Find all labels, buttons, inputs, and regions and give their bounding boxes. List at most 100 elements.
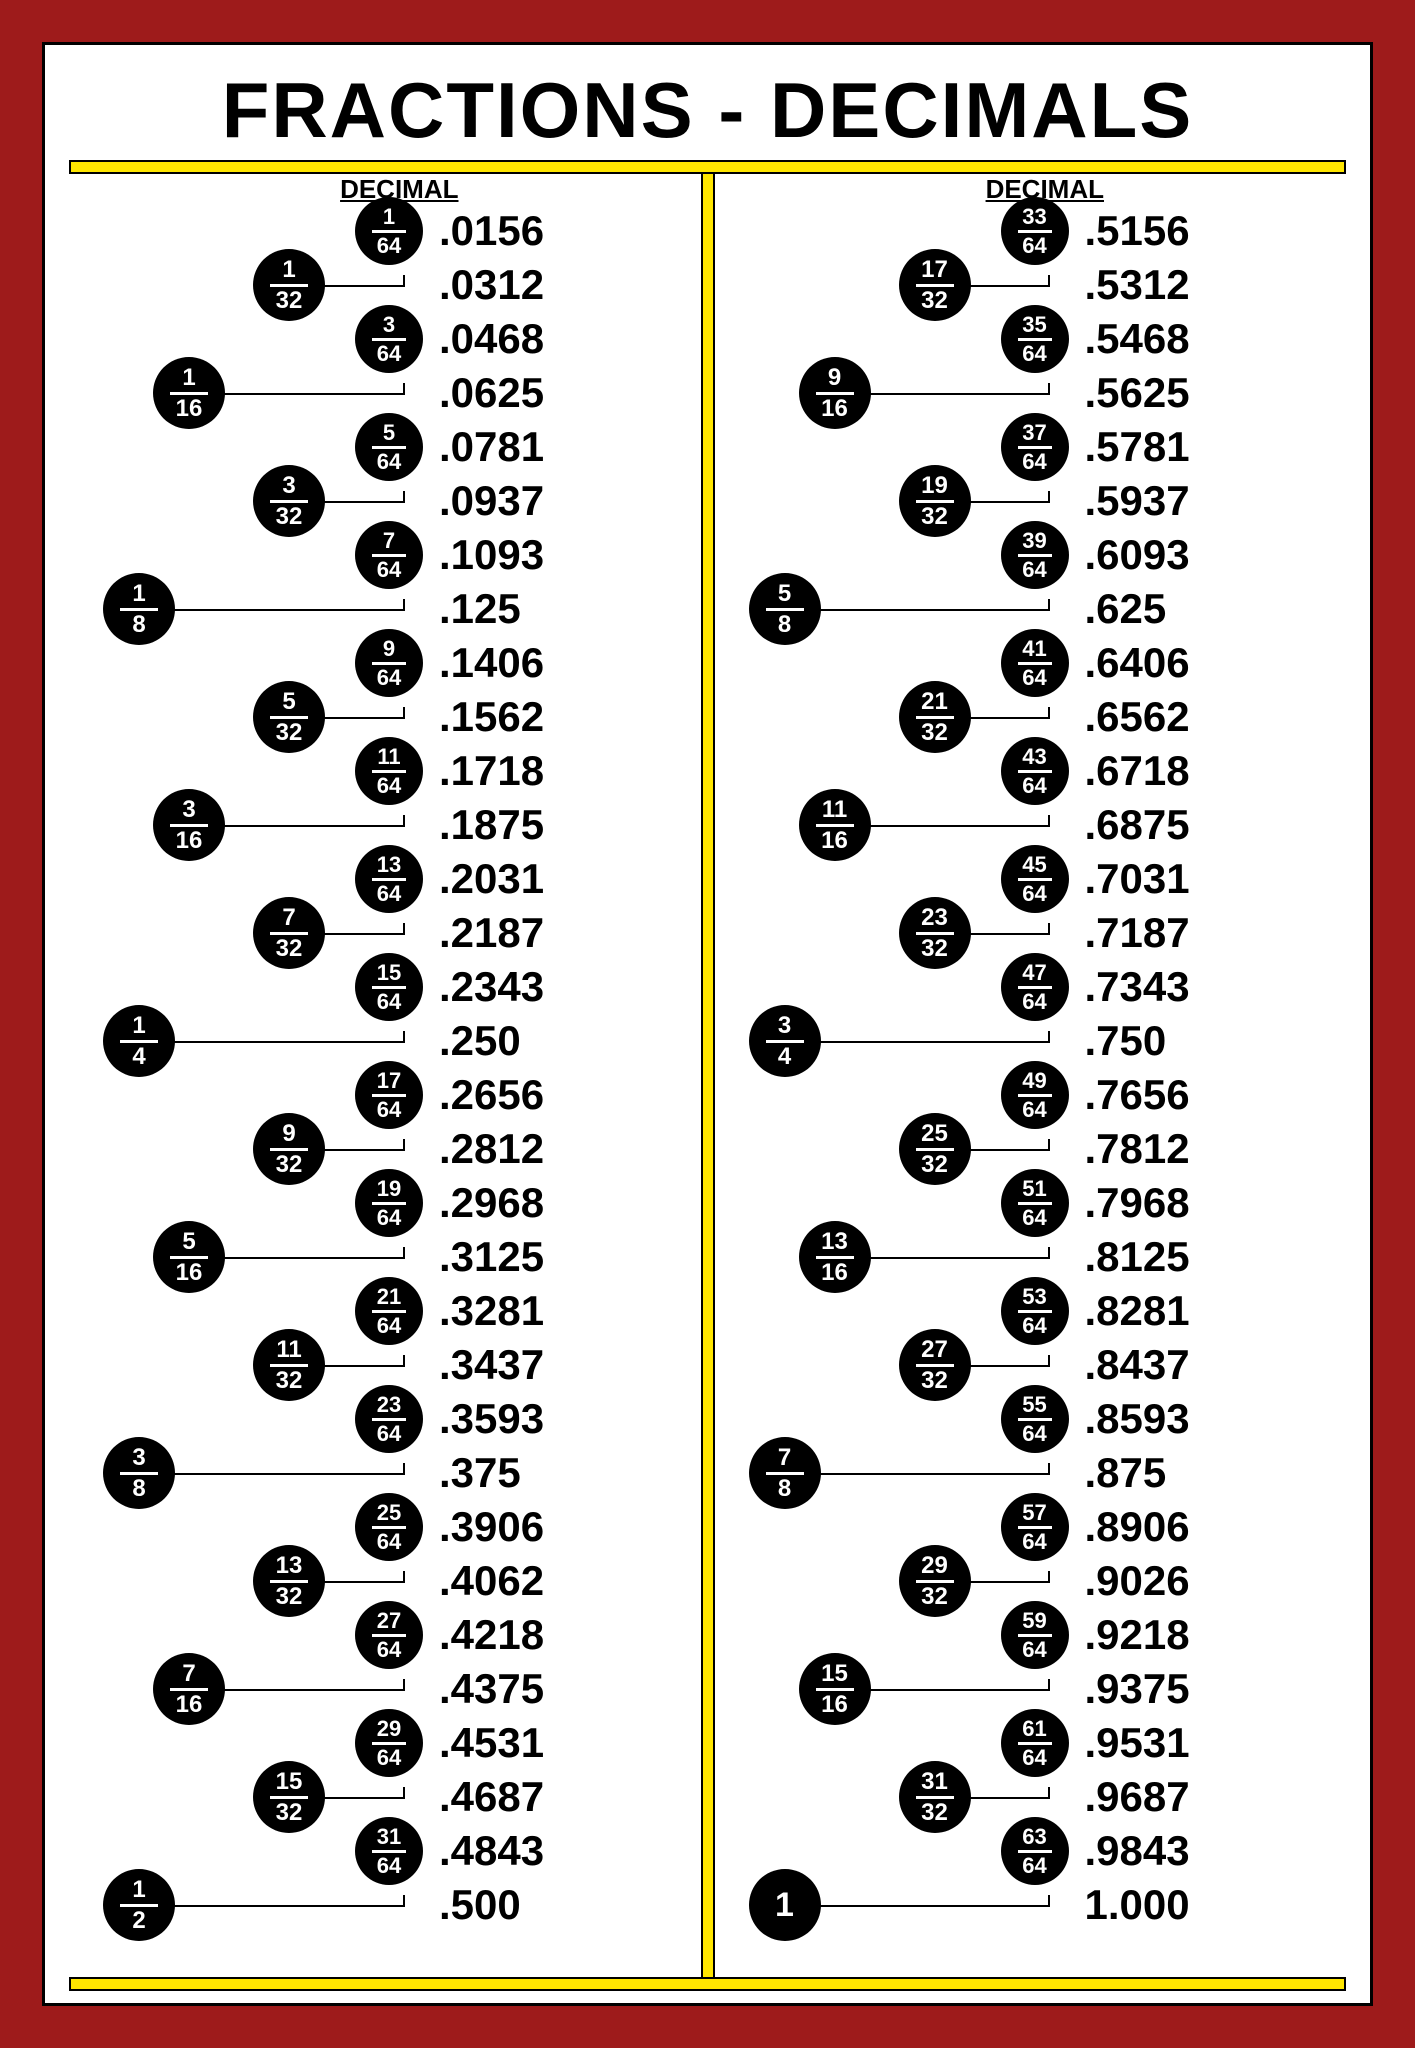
fraction-bubble: 1332 [253, 1545, 325, 1617]
fraction-row: 14.250 [69, 1014, 701, 1068]
fraction-row: 38.375 [69, 1446, 701, 1500]
decimal-value: .250 [439, 1017, 521, 1065]
fraction-denominator: 64 [377, 775, 401, 797]
decimal-value: .5312 [1085, 261, 1190, 309]
fraction-denominator: 64 [377, 1207, 401, 1229]
fraction-row: 3132.9687 [715, 1770, 1347, 1824]
fraction-bubble: 2364 [355, 1385, 423, 1453]
fraction-denominator: 64 [1022, 235, 1046, 257]
tick-mark [403, 923, 405, 933]
fraction-denominator: 32 [921, 289, 948, 313]
decimal-value: .5625 [1085, 369, 1190, 417]
fraction-denominator: 64 [1022, 883, 1046, 905]
fraction-row: 1316.8125 [715, 1230, 1347, 1284]
fraction-bubble: 1532 [253, 1761, 325, 1833]
fraction-bubble: 1764 [355, 1061, 423, 1129]
fraction-row: 1116.6875 [715, 798, 1347, 852]
fraction-bubble: 14 [103, 1005, 175, 1077]
fraction-denominator: 64 [1022, 343, 1046, 365]
fraction-row: 11.000 [715, 1878, 1347, 1932]
fraction-bubble: 5764 [1001, 1493, 1069, 1561]
fraction-numerator: 43 [1022, 746, 1046, 768]
decimal-value: .8593 [1085, 1395, 1190, 1443]
fraction-bubble: 1516 [799, 1653, 871, 1725]
fraction-denominator: 64 [377, 1099, 401, 1121]
decimal-value: .3125 [439, 1233, 544, 1281]
fraction-denominator: 64 [377, 235, 401, 257]
fraction-row: 5964.9218 [715, 1608, 1347, 1662]
decimal-value: .6562 [1085, 693, 1190, 741]
fraction-numerator: 25 [921, 1122, 948, 1146]
decimal-value: .3281 [439, 1287, 544, 1335]
decimal-value: .0781 [439, 423, 544, 471]
decimal-value: .0312 [439, 261, 544, 309]
fraction-denominator: 32 [276, 1585, 303, 1609]
fraction-bubble: 764 [355, 521, 423, 589]
fraction-bubble: 964 [355, 629, 423, 697]
tick-mark [1048, 1679, 1050, 1689]
fraction-numerator: 3 [182, 798, 195, 822]
right-column: DECIMAL3364.51561732.53123564.5468916.56… [715, 174, 1347, 1977]
fraction-bubble: 2132 [899, 681, 971, 753]
decimal-value: .1718 [439, 747, 544, 795]
fraction-numerator: 27 [377, 1610, 401, 1632]
fraction-bubble: 58 [749, 573, 821, 645]
decimal-value: .5781 [1085, 423, 1190, 471]
fraction-bubble: 4364 [1001, 737, 1069, 805]
fraction-row: 364.0468 [69, 312, 701, 366]
fraction-denominator: 32 [921, 1585, 948, 1609]
fraction-bubble: 116 [153, 357, 225, 429]
fraction-numerator: 11 [377, 746, 400, 768]
tick-mark [1048, 599, 1050, 609]
fraction-numerator: 7 [383, 530, 395, 552]
decimal-value: .7343 [1085, 963, 1190, 1011]
fraction-denominator: 32 [921, 505, 948, 529]
fraction-numerator: 25 [377, 1502, 401, 1524]
fraction-row: 3564.5468 [715, 312, 1347, 366]
fraction-bubble: 78 [749, 1437, 821, 1509]
tick-mark [1048, 1463, 1050, 1473]
decimal-value: .875 [1085, 1449, 1167, 1497]
fraction-bubble: 1932 [899, 465, 971, 537]
decimal-value: .1875 [439, 801, 544, 849]
tick-mark [403, 599, 405, 609]
decimal-value: .4062 [439, 1557, 544, 1605]
fraction-row: 4764.7343 [715, 960, 1347, 1014]
fraction-row: 5164.7968 [715, 1176, 1347, 1230]
connector-line [139, 1905, 405, 1907]
fraction-bubble: 316 [153, 789, 225, 861]
decimal-value: .9218 [1085, 1611, 1190, 1659]
tick-mark [403, 1031, 405, 1041]
fraction-numerator: 3 [383, 314, 395, 336]
fraction-row: 2732.8437 [715, 1338, 1347, 1392]
fraction-bubble: 3364 [1001, 197, 1069, 265]
fraction-bubble: 1164 [355, 737, 423, 805]
decimal-value: .4218 [439, 1611, 544, 1659]
fraction-row: 5364.8281 [715, 1284, 1347, 1338]
fraction-row: 916.5625 [715, 366, 1347, 420]
fraction-row: 732.2187 [69, 906, 701, 960]
bottom-separator-bar [69, 1977, 1346, 1991]
chart-title: FRACTIONS - DECIMALS [65, 65, 1350, 156]
decimal-value: .9531 [1085, 1719, 1190, 1767]
fraction-denominator: 64 [1022, 1747, 1046, 1769]
fraction-numerator: 3 [778, 1014, 791, 1038]
fraction-denominator: 32 [276, 1153, 303, 1177]
fraction-row: 764.1093 [69, 528, 701, 582]
fraction-row: 532.1562 [69, 690, 701, 744]
fraction-bubble: 932 [253, 1113, 325, 1185]
fraction-row: 1564.2343 [69, 960, 701, 1014]
outer-frame: FRACTIONS - DECIMALS DECIMAL164.0156132.… [0, 0, 1415, 2048]
inner-panel: FRACTIONS - DECIMALS DECIMAL164.0156132.… [42, 42, 1373, 2006]
fraction-bubble: 516 [153, 1221, 225, 1293]
fraction-denominator: 64 [377, 1423, 401, 1445]
fraction-row: 1764.2656 [69, 1068, 701, 1122]
center-divider [701, 174, 715, 1977]
fraction-numerator: 1 [132, 1014, 145, 1038]
fraction-row: 1132.3437 [69, 1338, 701, 1392]
fraction-row: 4964.7656 [715, 1068, 1347, 1122]
fraction-row: 3164.4843 [69, 1824, 701, 1878]
connector-line [785, 1041, 1051, 1043]
fraction-numerator: 5 [282, 690, 295, 714]
fraction-row: 6364.9843 [715, 1824, 1347, 1878]
